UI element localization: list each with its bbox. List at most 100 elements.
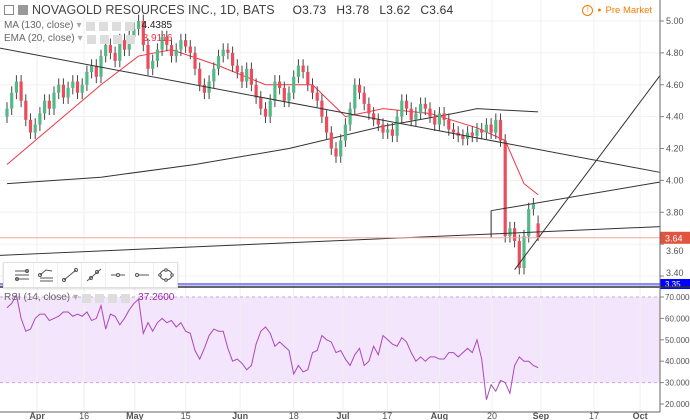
horizontal-ray-icon[interactable] <box>106 263 130 287</box>
more-icon[interactable] <box>112 34 122 44</box>
candle-body <box>193 52 197 69</box>
candle <box>174 43 178 63</box>
trend-line <box>491 181 661 212</box>
candle <box>395 110 399 143</box>
candle-body <box>71 81 75 88</box>
symbol-title[interactable]: NOVAGOLD RESOURCES INC., 1D, BATS <box>32 3 275 17</box>
close-icon[interactable] <box>124 21 134 31</box>
candle-body <box>357 84 362 93</box>
pre-market-badge[interactable]: ! ● Pre Market <box>582 5 652 16</box>
candle-body <box>315 92 319 101</box>
candle-body <box>334 148 338 157</box>
candle-body <box>212 68 216 82</box>
candle <box>329 126 333 155</box>
candle <box>75 75 80 100</box>
dropdown-arrow-icon[interactable]: ▾ <box>77 33 83 44</box>
settings-icon[interactable] <box>99 34 109 44</box>
close-icon[interactable] <box>121 293 131 303</box>
candle-body <box>400 100 404 117</box>
price-tick-label: 4.20 <box>666 144 684 154</box>
time-tick-label: Jul <box>337 411 350 420</box>
candle-body <box>447 119 451 130</box>
candle <box>94 59 98 84</box>
candle-body <box>113 52 117 61</box>
candle <box>334 142 338 163</box>
candle <box>202 78 206 100</box>
price-tick-label: 4.80 <box>666 48 684 58</box>
indicator-ema[interactable]: EMA (20, close) ▾ 3.9116 <box>4 33 172 45</box>
candle <box>43 94 47 120</box>
visibility-icon[interactable] <box>82 293 92 303</box>
indicator-ma[interactable]: MA (130, close) ▾ 4.4385 <box>4 20 172 32</box>
indicator-label: EMA (20, close) <box>4 33 75 44</box>
visibility-icon[interactable] <box>85 21 95 31</box>
settings-icon[interactable] <box>95 293 105 303</box>
candle <box>226 43 230 60</box>
ohlc-open: O3.73 <box>292 3 327 17</box>
candle-body <box>386 129 390 133</box>
visibility-icon[interactable] <box>86 34 96 44</box>
candle <box>165 30 169 52</box>
indicator-rsi[interactable]: RSI (14, close) ▾ 37.2600 <box>4 292 174 304</box>
candle <box>306 65 310 92</box>
candle <box>231 46 235 73</box>
candle <box>254 78 258 104</box>
candle <box>28 113 33 139</box>
settings-icon[interactable] <box>98 21 108 31</box>
marker-badge <box>660 279 690 290</box>
candle-body <box>428 108 432 117</box>
pitchfork-icon[interactable] <box>34 263 58 287</box>
rsi-tick-label: 70.0000 <box>665 293 690 302</box>
candle <box>249 62 253 92</box>
ohlc-low: L3.62 <box>379 3 411 17</box>
ellipse-icon[interactable] <box>154 263 177 287</box>
candle-body <box>353 84 357 109</box>
extended-line-icon[interactable] <box>82 263 106 287</box>
candle <box>428 102 432 124</box>
candle <box>113 46 117 68</box>
ray-icon[interactable] <box>130 263 154 287</box>
parallel-channel-icon[interactable] <box>10 263 34 287</box>
more-icon[interactable] <box>108 293 118 303</box>
candle <box>282 81 286 108</box>
candle-body <box>132 28 136 37</box>
symbol-icon <box>18 5 28 15</box>
more-icon[interactable] <box>111 21 121 31</box>
pre-market-label: Pre Market <box>605 5 652 16</box>
candle <box>400 94 404 124</box>
candle <box>66 81 70 104</box>
candle-body <box>198 68 202 85</box>
dropdown-arrow-icon[interactable]: ▾ <box>73 292 79 303</box>
candle-body <box>254 84 258 98</box>
candle-body <box>423 103 427 109</box>
candle-body <box>414 113 418 120</box>
candle-body <box>339 140 343 157</box>
candle-body <box>442 113 446 120</box>
candle-body <box>118 40 122 61</box>
candle <box>90 59 94 79</box>
candle-body <box>43 100 47 114</box>
candle-body <box>292 76 296 93</box>
dropdown-arrow-icon[interactable]: ▾ <box>76 20 82 31</box>
candle <box>5 102 9 124</box>
price-tick-label: 3.80 <box>666 207 684 217</box>
candle-body <box>451 129 456 133</box>
rsi-tick-label: 40.0000 <box>665 357 690 366</box>
rsi-line <box>6 293 539 400</box>
price-tick-label: 4.00 <box>666 175 684 185</box>
close-icon[interactable] <box>125 34 135 44</box>
candle-body <box>141 21 145 45</box>
candle <box>362 86 366 111</box>
candle <box>184 33 188 53</box>
candle <box>61 78 65 104</box>
trend-line-icon[interactable] <box>58 263 82 287</box>
candle <box>376 113 380 131</box>
collapse-icon[interactable] <box>4 5 14 15</box>
candle <box>409 102 413 127</box>
candle-body <box>179 40 183 50</box>
candle-body <box>221 49 225 57</box>
candle-body <box>259 97 263 109</box>
time-tick-label: 17 <box>382 411 392 420</box>
candle <box>263 102 268 124</box>
